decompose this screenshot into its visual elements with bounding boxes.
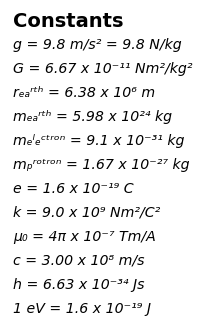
Text: e = 1.6 x 10⁻¹⁹ C: e = 1.6 x 10⁻¹⁹ C xyxy=(13,182,134,196)
Text: Constants: Constants xyxy=(13,12,124,31)
Text: rₑₐʳᵗʰ = 6.38 x 10⁶ m: rₑₐʳᵗʰ = 6.38 x 10⁶ m xyxy=(13,86,155,100)
Text: mₑₐʳᵗʰ = 5.98 x 10²⁴ kg: mₑₐʳᵗʰ = 5.98 x 10²⁴ kg xyxy=(13,110,172,124)
Text: μ₀ = 4π x 10⁻⁷ Tm/A: μ₀ = 4π x 10⁻⁷ Tm/A xyxy=(13,230,156,244)
Text: c = 3.00 x 10⁸ m/s: c = 3.00 x 10⁸ m/s xyxy=(13,254,145,268)
Text: h = 6.63 x 10⁻³⁴ Js: h = 6.63 x 10⁻³⁴ Js xyxy=(13,278,145,292)
Text: 1 eV = 1.6 x 10⁻¹⁹ J: 1 eV = 1.6 x 10⁻¹⁹ J xyxy=(13,302,151,316)
Text: k = 9.0 x 10⁹ Nm²/C²: k = 9.0 x 10⁹ Nm²/C² xyxy=(13,206,160,220)
Text: g = 9.8 m/s² = 9.8 N/kg: g = 9.8 m/s² = 9.8 N/kg xyxy=(13,38,182,52)
Text: mₑˡₑᶜᵗʳᵒⁿ = 9.1 x 10⁻³¹ kg: mₑˡₑᶜᵗʳᵒⁿ = 9.1 x 10⁻³¹ kg xyxy=(13,134,185,148)
Text: mₚʳᵒᵗʳᵒⁿ = 1.67 x 10⁻²⁷ kg: mₚʳᵒᵗʳᵒⁿ = 1.67 x 10⁻²⁷ kg xyxy=(13,158,190,172)
Text: G = 6.67 x 10⁻¹¹ Nm²/kg²: G = 6.67 x 10⁻¹¹ Nm²/kg² xyxy=(13,62,193,76)
